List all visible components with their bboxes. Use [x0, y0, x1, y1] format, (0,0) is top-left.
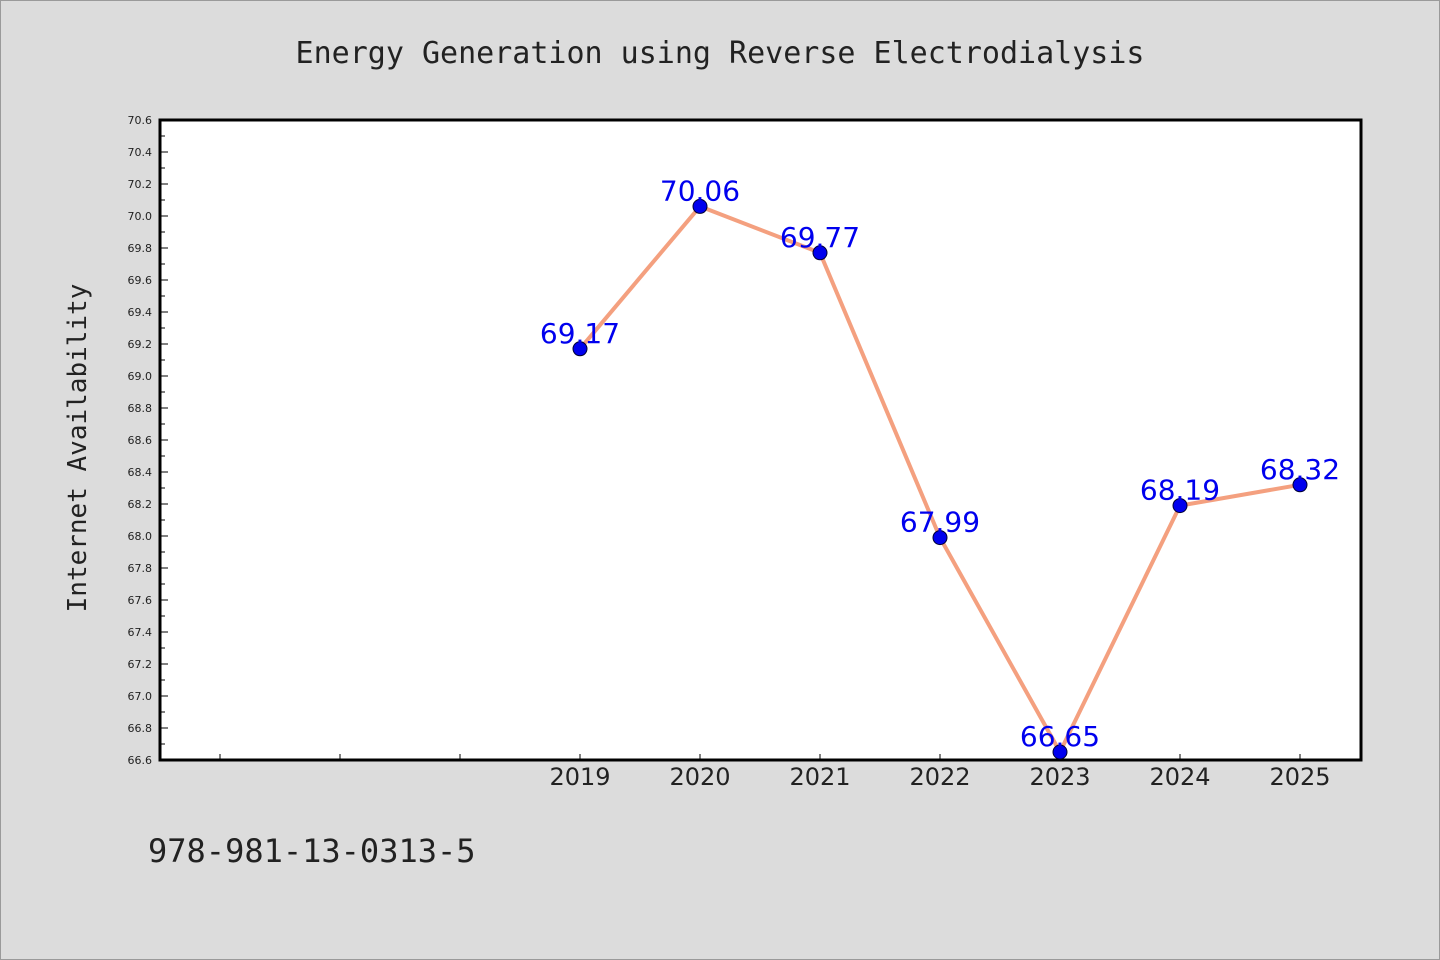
data-point [932, 530, 948, 546]
y-tick-label: 70.6 [128, 114, 153, 127]
y-tick-label: 70.4 [128, 146, 153, 159]
data-point [572, 341, 588, 357]
data-label: 66.65 [1020, 720, 1100, 753]
data-point [1052, 744, 1068, 760]
data-label: 70.06 [660, 174, 740, 207]
x-axis: 2019 2020 2021 2022 2023 2024 2025 [219, 754, 1331, 791]
y-tick-label: 69.0 [128, 370, 153, 383]
y-tick-label: 68.8 [128, 402, 153, 415]
y-tick-label: 69.2 [128, 338, 153, 351]
y-tick-label: 66.6 [128, 754, 153, 767]
data-point [1172, 498, 1188, 514]
data-label: 68.19 [1140, 474, 1220, 507]
x-tick-label: 2019 [549, 763, 610, 791]
y-axis-label: Internet Availability [63, 284, 93, 613]
x-tick-label: 2020 [669, 763, 730, 791]
y-tick-label: 67.2 [128, 658, 153, 671]
y-tick-label: 70.0 [128, 210, 153, 223]
y-tick-label: 67.8 [128, 562, 153, 575]
data-label: 68.32 [1260, 453, 1340, 486]
chart-title: Energy Generation using Reverse Electrod… [296, 36, 1145, 71]
x-tick-label: 2022 [909, 763, 970, 791]
y-tick-label: 69.4 [128, 306, 153, 319]
data-point [692, 198, 708, 214]
x-tick-label: 2025 [1269, 763, 1330, 791]
y-tick-label: 68.6 [128, 434, 153, 447]
y-tick-label: 68.4 [128, 466, 153, 479]
y-tick-label: 70.2 [128, 178, 153, 191]
y-tick-label: 68.2 [128, 498, 153, 511]
data-labels: 69.17 70.06 69.77 67.99 66.65 68.19 68.32 [540, 174, 1340, 753]
y-axis: 66.6 66.8 67.0 67.2 67.4 67.6 67.8 68.0 68.2 68.4… [128, 114, 168, 767]
y-tick-label: 68.0 [128, 530, 153, 543]
x-tick-label: 2021 [789, 763, 850, 791]
y-tick-label: 69.6 [128, 274, 153, 287]
isbn-label: 978-981-13-0313-5 [148, 832, 476, 870]
y-tick-label: 67.4 [128, 626, 153, 639]
data-markers [572, 198, 1308, 760]
data-label: 69.17 [540, 317, 620, 350]
x-tick-label: 2023 [1029, 763, 1090, 791]
data-point [812, 245, 828, 261]
plot-area [158, 118, 1363, 762]
data-label: 69.77 [780, 221, 860, 254]
data-point [1292, 477, 1308, 493]
y-tick-label: 67.6 [128, 594, 153, 607]
data-label: 67.99 [900, 506, 980, 539]
y-tick-label: 69.8 [128, 242, 153, 255]
y-tick-label: 66.8 [128, 722, 153, 735]
x-tick-label: 2024 [1149, 763, 1210, 791]
y-tick-label: 67.0 [128, 690, 153, 703]
